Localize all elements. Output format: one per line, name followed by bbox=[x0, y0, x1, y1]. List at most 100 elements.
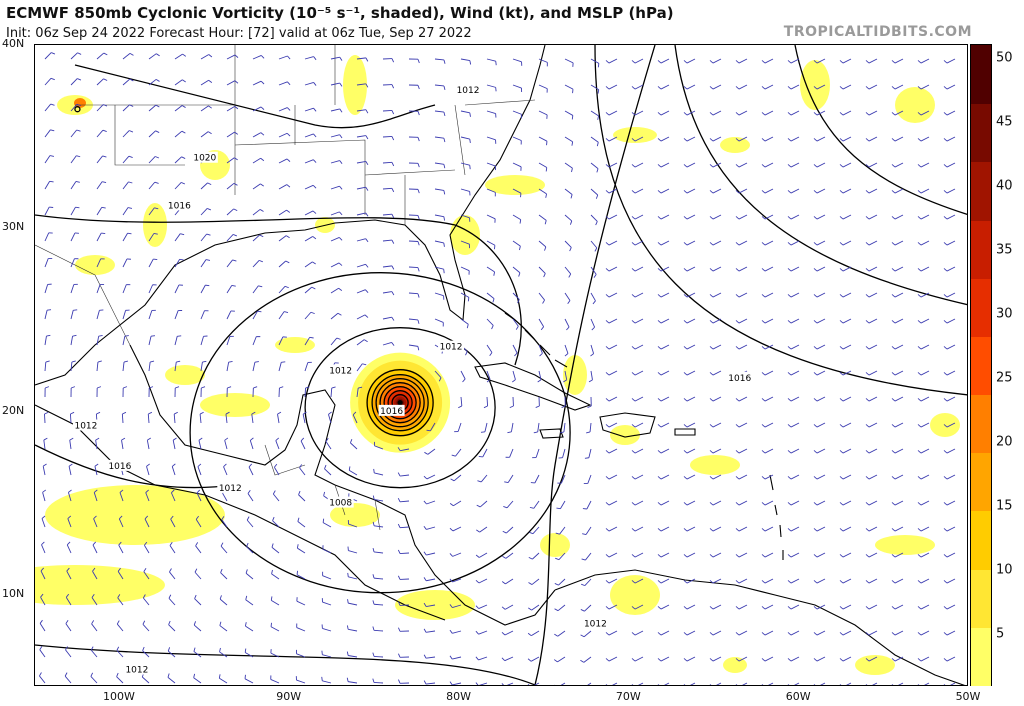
wind-barb-icon bbox=[735, 578, 748, 584]
wind-barb-icon bbox=[553, 656, 566, 663]
wind-barb-icon bbox=[460, 214, 471, 222]
vorticity-patch bbox=[75, 255, 115, 275]
wind-barb-icon bbox=[917, 552, 930, 558]
wind-barb-icon bbox=[223, 463, 228, 476]
wind-barb-icon bbox=[631, 578, 644, 584]
wind-barb-icon bbox=[347, 520, 358, 528]
wind-barb-icon bbox=[917, 474, 930, 480]
wind-barb-icon bbox=[168, 620, 176, 632]
wind-barb-icon bbox=[761, 656, 774, 662]
wind-barb-icon bbox=[372, 521, 384, 528]
wind-barb-icon bbox=[813, 578, 826, 584]
isobar-label: 1016 bbox=[728, 374, 751, 384]
wind-barb-icon bbox=[434, 266, 445, 274]
wind-barb-icon bbox=[304, 311, 315, 320]
wind-barb-icon bbox=[735, 136, 748, 142]
wind-barb-icon bbox=[501, 630, 514, 636]
wind-barb-icon bbox=[709, 578, 722, 584]
wind-barb-icon bbox=[148, 284, 157, 294]
wind-barb-icon bbox=[460, 188, 471, 196]
wind-barb-icon bbox=[398, 627, 410, 632]
wind-barb-icon bbox=[917, 578, 930, 584]
wind-barb-icon bbox=[218, 674, 228, 684]
wind-barb-icon bbox=[839, 630, 852, 636]
wind-barb-icon bbox=[117, 594, 124, 606]
wind-barb-icon bbox=[865, 110, 878, 116]
wind-barb-icon bbox=[891, 526, 904, 532]
wind-barb-icon bbox=[839, 110, 852, 116]
wind-barb-icon bbox=[304, 184, 317, 190]
wind-barb-icon bbox=[148, 232, 158, 242]
wind-barb-icon bbox=[865, 526, 878, 532]
wind-barb-icon bbox=[865, 656, 878, 662]
wind-barb-icon bbox=[813, 682, 826, 685]
wind-barb-icon bbox=[356, 109, 369, 114]
wind-barb-icon bbox=[219, 595, 228, 606]
wind-barb-icon bbox=[382, 239, 395, 244]
wind-barb-icon bbox=[528, 578, 540, 585]
wind-barb-icon bbox=[735, 656, 748, 662]
wind-barb-icon bbox=[865, 162, 878, 168]
wind-barb-icon bbox=[587, 682, 592, 685]
wind-barb-icon bbox=[449, 681, 462, 685]
weather-map[interactable]: 1012 1020 1016 1012 1016 1012 1016 1012 1008 1016… bbox=[34, 44, 968, 686]
wind-barb-icon bbox=[424, 448, 436, 455]
wind-barb-icon bbox=[356, 160, 369, 166]
high-center-icon bbox=[74, 106, 81, 113]
wind-barb-icon bbox=[373, 468, 384, 476]
wind-barb-icon bbox=[174, 284, 183, 294]
isobar-label-bg bbox=[455, 83, 482, 95]
wind-barb-icon bbox=[70, 206, 80, 216]
wind-barb-icon bbox=[346, 651, 358, 658]
wind-barb-icon bbox=[200, 335, 208, 346]
wind-barb-icon bbox=[219, 621, 228, 632]
wind-barb-icon bbox=[356, 135, 369, 140]
isobar-label: 1012 bbox=[219, 484, 242, 494]
wind-barb-icon bbox=[352, 411, 358, 424]
wind-barb-icon bbox=[512, 188, 522, 198]
wind-barb-icon bbox=[196, 489, 202, 502]
wind-barb-icon bbox=[423, 680, 436, 685]
wind-barb-icon bbox=[69, 437, 74, 450]
wind-barb-icon bbox=[657, 266, 670, 272]
wind-barb-icon bbox=[512, 162, 522, 171]
isobar-label-bg bbox=[123, 663, 150, 675]
wind-barb-icon bbox=[171, 463, 176, 476]
wind-barb-icon bbox=[943, 344, 956, 350]
wind-barb-icon bbox=[839, 162, 852, 168]
wind-barb-icon bbox=[761, 526, 774, 532]
isobars bbox=[35, 45, 967, 685]
wind-barb-icon bbox=[657, 448, 670, 454]
wind-barb-icon bbox=[891, 84, 904, 90]
wind-barb-icon bbox=[252, 183, 264, 190]
wind-barb-icon bbox=[631, 292, 644, 298]
wind-barb-icon bbox=[865, 630, 878, 636]
wind-barb-icon bbox=[891, 422, 904, 428]
wind-barb-icon bbox=[44, 386, 50, 398]
wind-barb-icon bbox=[891, 656, 904, 662]
isobar-label-bg bbox=[72, 419, 99, 431]
wind-barb-icon bbox=[891, 266, 904, 272]
wind-barb-icon bbox=[917, 162, 930, 168]
wind-barb-icon bbox=[116, 620, 124, 632]
wind-barb-icon bbox=[865, 422, 878, 428]
isobar-label-bg bbox=[327, 364, 354, 376]
wind-barb-icon bbox=[787, 396, 800, 402]
wind-barb-icon bbox=[221, 516, 228, 528]
wind-barb-icon bbox=[39, 672, 46, 684]
wind-barb-icon bbox=[475, 578, 488, 584]
wind-barb-icon bbox=[512, 292, 520, 304]
wind-barb-icon bbox=[590, 240, 598, 252]
wind-barb-icon bbox=[917, 136, 930, 142]
lat-label: 30N bbox=[2, 220, 25, 234]
wind-barb-icon bbox=[538, 58, 548, 67]
wind-barb-icon bbox=[839, 58, 852, 64]
wind-barb-icon bbox=[683, 214, 696, 220]
wind-barb-icon bbox=[278, 311, 289, 320]
wind-barb-icon bbox=[943, 292, 956, 298]
wind-barb-icon bbox=[839, 292, 852, 298]
wind-barb-icon bbox=[683, 552, 696, 558]
isobar bbox=[383, 386, 417, 420]
wind-barb-icon bbox=[813, 448, 826, 454]
wind-barb-icon bbox=[167, 673, 176, 684]
